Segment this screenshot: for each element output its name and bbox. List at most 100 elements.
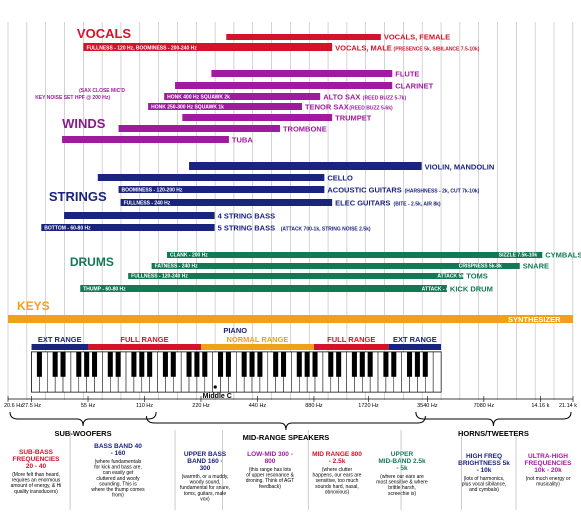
bar-alto-sax-note: (REED BUZZ 5-7k)	[363, 96, 407, 102]
bar-vocals-male-label: VOCALS, MALE	[335, 44, 392, 53]
bar-snare-fill	[151, 263, 520, 269]
bar-cello: CELLO	[97, 174, 353, 183]
piano-segment-fill	[388, 344, 442, 350]
black-key	[296, 352, 302, 377]
speaker-label: SUB-WOOFERS	[55, 429, 112, 438]
band-title-line: BASS BAND 40	[94, 443, 142, 450]
black-key	[328, 352, 334, 377]
band-desc-line: sensitive, too much	[316, 478, 359, 484]
band-desc-line: screechie is)	[388, 491, 416, 497]
bar-acoustic-guitars-fill	[118, 186, 325, 193]
band-title: UPPER MID-BAND 2.5k - 5k	[378, 451, 426, 472]
bar-synthesizer: SYNTHESIZER	[8, 315, 573, 324]
band-desc-line: droning. Think of AGT	[246, 478, 295, 484]
black-key	[186, 352, 192, 377]
black-key	[84, 352, 90, 377]
axis-tick-label: 7080 Hz	[474, 403, 495, 409]
band-desc-line: quality transducers)	[14, 489, 58, 495]
black-key	[422, 352, 428, 377]
axis-tick-label: 3540 Hz	[417, 403, 438, 409]
section-label-drums: DRUMS	[70, 255, 114, 269]
band-desc-line: (not much energy or	[526, 476, 571, 482]
band-title-line: UPPER BASS	[184, 451, 227, 458]
speaker-brace	[415, 411, 572, 427]
band-title-line: FREQUENCIES	[525, 460, 573, 467]
band-desc-line: amount of energy, & Hi	[11, 483, 62, 489]
band-title-line: BAND 160 -	[187, 458, 222, 465]
bar-vocals-male-inner: FULLNESS - 120 Hz, BOOMINESS - 200-240 H…	[86, 46, 197, 52]
black-key	[218, 352, 224, 377]
bar-tuba-label: TUBA	[232, 136, 253, 145]
band-desc: (not much energy or musicality)	[526, 476, 571, 488]
band-desc-line: (lots of harmonics,	[464, 476, 505, 482]
band-title-line: MID RANGE 800	[312, 451, 362, 458]
band-desc-line: vox)	[200, 496, 210, 502]
black-key	[202, 352, 208, 377]
bar-flute-fill	[211, 70, 393, 77]
axis-tick-label: 14.16 k	[531, 403, 549, 409]
piano-segment-label: FULL RANGE	[327, 335, 375, 344]
axis-tick-label: 21.14 k	[559, 403, 577, 409]
black-key	[359, 352, 365, 377]
bar-alto-sax-inner: HONK 400 Hz SQUAWK 2k	[167, 95, 230, 101]
band-desc-line: woody sound,	[190, 480, 221, 486]
piano-segment-label: EXT RANGE	[38, 335, 82, 344]
band-desc-line: (where fundamentals	[95, 459, 142, 465]
bar-clarinet-fill	[175, 82, 393, 89]
band-desc-line: where the thump comes	[91, 487, 145, 493]
bar-four-string-bass-fill	[64, 212, 215, 219]
bar-cello-label: CELLO	[327, 174, 353, 183]
bar-flute-label: FLUTE	[395, 70, 419, 79]
band-desc-line: musicality)	[536, 482, 560, 488]
black-key	[367, 352, 373, 377]
bar-clarinet: CLARINET	[175, 82, 434, 91]
bar-snare: FATNESS - 240 Hz CRISPNESS 5k-8k SNARE	[151, 262, 549, 271]
band-sub-bass: SUB-BASS FREQUENCIES 20 - 40(More felt tha…	[11, 449, 62, 495]
band-desc-line: feedback)	[259, 484, 281, 490]
black-key	[281, 352, 287, 377]
bar-violin-mandolin: VIOLIN, MANDOLIN	[189, 162, 494, 172]
bar-kick-drum-inner2: ATTACK - 4k	[422, 287, 452, 293]
bar-tenor-sax-label: TENOR SAX	[305, 103, 349, 112]
bar-vocals-female: VOCALS, FEMALE	[226, 33, 450, 42]
middle-c-marker	[213, 385, 217, 389]
speaker-braces: SUB-WOOFERS MID-RANGE SPEAKERS HORNS/TWEET…	[9, 411, 572, 442]
band-title-line: - 160	[111, 450, 126, 457]
black-key	[60, 352, 66, 377]
band-title-line: 20 - 40	[26, 463, 47, 470]
black-key	[407, 352, 413, 377]
bar-flute: FLUTE	[211, 70, 419, 79]
band-desc-line: plus vocal sibilance,	[462, 482, 506, 488]
bar-vocals-male-note: (PRESENCE 5k, SIBILANCE 7.5-10k)	[394, 47, 480, 53]
band-desc-line: fundamental for snare,	[180, 485, 230, 491]
band-ultra-high: ULTRA-HIGH FREQUENCIES 10k - 20k (not much …	[525, 453, 573, 488]
black-key	[76, 352, 82, 377]
bar-cymbals-inner2: SIZZLE 7.5k-10k	[499, 253, 538, 259]
band-desc: (where our ears are most sensitive & wher…	[376, 474, 428, 497]
band-desc-line: (where clutter	[322, 467, 353, 473]
bar-trombone-label: TROMBONE	[283, 125, 327, 134]
instrument-bars: VOCALS, FEMALE FULLNESS - 120 Hz, BOOMINE…	[8, 33, 581, 324]
sax-note-2: KEY NOISE SET HPF @ 200 Hz)	[35, 95, 110, 101]
frequency-bands: SUB-BASS FREQUENCIES 20 - 40(More felt tha…	[11, 430, 573, 510]
band-desc: (this range has lots of upper resonance &…	[246, 467, 295, 490]
band-title-line: MID-BAND 2.5k	[378, 458, 426, 465]
bar-toms-inner: FULLNESS - 120-240 Hz	[131, 274, 188, 280]
bar-five-string-bass-label: 5 STRING BASS	[218, 224, 276, 233]
bar-cello-fill	[97, 174, 325, 181]
black-key	[257, 352, 263, 377]
band-upper-bass: UPPER BASS BAND 160 -300(warmth, or a mud…	[180, 451, 230, 502]
band-title: SUB-BASS FREQUENCIES 20 - 40	[13, 449, 61, 470]
band-desc-line: of upper resonance &	[246, 473, 294, 479]
black-key	[336, 352, 342, 377]
band-desc-line: obnoxious)	[325, 489, 350, 495]
band-title: LOW-MID 300 -800	[247, 451, 293, 465]
band-title-line: LOW-MID 300 -	[247, 451, 293, 458]
bar-trumpet-fill	[182, 114, 333, 121]
band-mid-range: MID RANGE 800- 2.5k (where clutter happens…	[312, 451, 362, 495]
bar-snare-inner2: CRISPNESS 5k-8k	[459, 264, 502, 270]
band-bass-band: BASS BAND 40- 160 (where fundamentals for …	[91, 443, 145, 499]
bar-tenor-sax-note: (REED BUZZ 5-6k)	[349, 106, 393, 112]
piano-segment-fill	[31, 344, 89, 350]
